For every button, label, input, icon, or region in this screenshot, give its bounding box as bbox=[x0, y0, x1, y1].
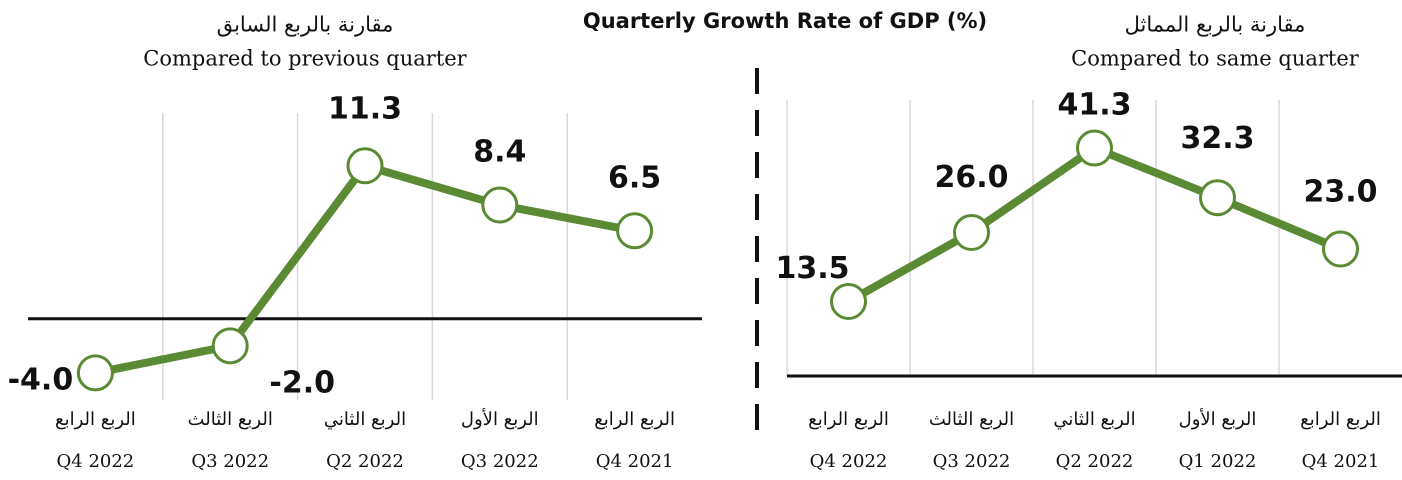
x-tick-label-ar: الربع الثالث bbox=[929, 409, 1014, 430]
value-label: 11.3 bbox=[328, 91, 402, 126]
chart-title: Quarterly Growth Rate of GDP (%) bbox=[583, 9, 987, 33]
x-tick-label-ar: الربع الرابع bbox=[808, 409, 889, 430]
value-label: 26.0 bbox=[934, 160, 1008, 195]
x-tick-label: Q3 2022 bbox=[461, 451, 539, 472]
value-label: 8.4 bbox=[473, 135, 526, 170]
x-tick-label: Q4 2021 bbox=[596, 451, 674, 472]
marker bbox=[76, 354, 114, 392]
x-tick-label-ar: الربع الثاني bbox=[324, 409, 406, 430]
marker bbox=[830, 282, 867, 320]
x-tick-label-ar: الربع الثاني bbox=[1053, 409, 1135, 430]
subtitle: Compared to same quarter bbox=[1071, 47, 1360, 71]
value-label: 23.0 bbox=[1303, 175, 1377, 210]
value-label: 13.5 bbox=[775, 251, 849, 286]
x-tick-label: Q2 2022 bbox=[1056, 451, 1134, 472]
value-label: -4.0 bbox=[8, 362, 74, 397]
marker bbox=[346, 147, 384, 185]
marker bbox=[1322, 230, 1359, 268]
subtitle-ar: مقارنة بالربع المماثل bbox=[1125, 13, 1306, 38]
x-tick-label-ar: الربع الرابع bbox=[594, 409, 675, 430]
line bbox=[846, 144, 1343, 305]
x-tick-label: Q3 2022 bbox=[933, 451, 1011, 472]
line bbox=[94, 161, 636, 377]
value-label: 41.3 bbox=[1057, 88, 1131, 123]
value-label: -2.0 bbox=[269, 365, 335, 400]
x-tick-label: Q4 2022 bbox=[57, 451, 135, 472]
x-tick-label: Q1 2022 bbox=[1179, 451, 1257, 472]
x-tick-label-ar: الربع الثالث bbox=[188, 409, 273, 430]
marker bbox=[953, 213, 990, 251]
x-tick-label: Q4 2021 bbox=[1302, 451, 1380, 472]
subtitle-ar: مقارنة بالربع السابق bbox=[217, 13, 394, 38]
x-tick-label: Q4 2022 bbox=[810, 451, 888, 472]
value-label: 32.3 bbox=[1180, 121, 1254, 156]
x-tick-label-ar: الربع الأول bbox=[461, 407, 539, 430]
marker bbox=[211, 327, 249, 365]
marker bbox=[1199, 179, 1236, 217]
x-tick-label-ar: الربع الرابع bbox=[55, 409, 136, 430]
x-tick-label: Q2 2022 bbox=[326, 451, 404, 472]
subtitle: Compared to previous quarter bbox=[143, 47, 467, 71]
value-label: 6.5 bbox=[608, 160, 661, 195]
marker bbox=[616, 212, 654, 250]
x-tick-label: Q3 2022 bbox=[191, 451, 269, 472]
marker bbox=[481, 186, 519, 224]
x-tick-label-ar: الربع الرابع bbox=[1300, 409, 1381, 430]
marker bbox=[1076, 129, 1113, 167]
x-tick-label-ar: الربع الأول bbox=[1179, 407, 1257, 430]
